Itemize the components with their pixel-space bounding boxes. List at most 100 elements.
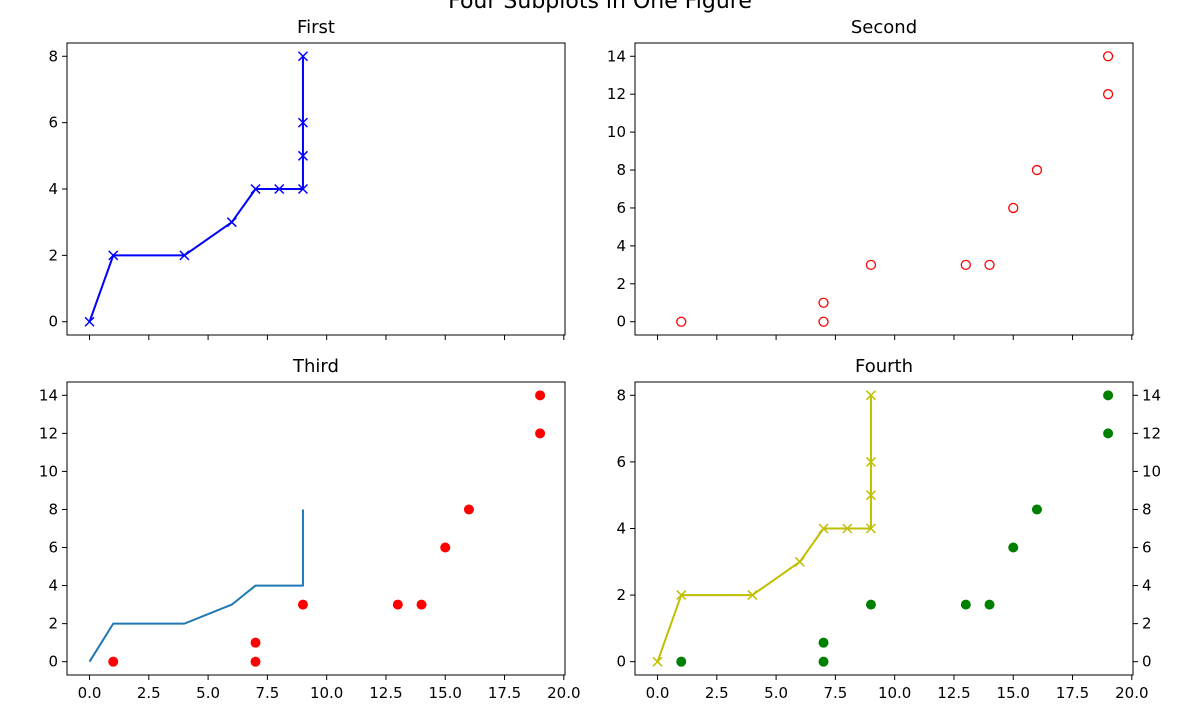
data-point (392, 599, 403, 610)
data-point-x-marker (179, 250, 190, 261)
x-tick-label: 12.5 (369, 684, 402, 702)
data-point-x-marker (676, 590, 687, 601)
data-point (818, 656, 829, 667)
y-tick-label: 4 (48, 577, 58, 595)
y-tick-label: 14 (39, 386, 58, 404)
y-tick-label: 8 (48, 500, 58, 518)
series-line (88, 56, 304, 323)
data-point-x-marker (865, 523, 876, 534)
data-point-x-marker (84, 316, 95, 327)
y2-tick-label: 6 (1142, 539, 1152, 557)
y2-tick-label: 10 (1142, 462, 1161, 480)
x-tick-label: 7.5 (823, 684, 847, 702)
y2-tick-label: 2 (1142, 615, 1152, 633)
y2-tick-label: 14 (1142, 386, 1161, 404)
y-tick-label: 0 (48, 653, 58, 671)
subplot-third: Third 0.0 2.5 5.0 7.5 10.0 12.5 15.0 17.5 20.0 0 2 4… (39, 356, 581, 702)
panel-title: Third (292, 356, 339, 377)
axes-frame (66, 42, 566, 336)
panel-title: First (297, 17, 335, 38)
data-point-x-marker (297, 51, 308, 62)
y2-tick-label: 4 (1142, 577, 1152, 595)
data-point (960, 599, 971, 610)
data-point-x-marker (226, 217, 237, 228)
data-point (535, 390, 546, 401)
x-tick-label: 20.0 (547, 684, 580, 702)
data-point-x-marker (747, 590, 758, 601)
y-tick-label: 2 (48, 615, 58, 633)
y-tick-label: 6 (48, 539, 58, 557)
data-point (297, 599, 308, 610)
y-tick-label: 12 (39, 424, 58, 442)
panel-title: Fourth (855, 356, 913, 377)
x-tick-label: 5.0 (764, 684, 788, 702)
y-tick-label: 14 (607, 47, 626, 65)
x-tick-label: 15.0 (997, 684, 1030, 702)
y-tick-label: 6 (616, 199, 626, 217)
y2-tick-label: 0 (1142, 653, 1152, 671)
axes-frame (634, 381, 1134, 676)
data-point-x-marker (652, 656, 663, 667)
data-point (984, 259, 995, 270)
data-point (1008, 542, 1019, 553)
data-point-x-marker (865, 456, 876, 467)
y-tick-label: 2 (616, 275, 626, 293)
data-point-x-marker (794, 556, 805, 567)
data-point-x-marker (108, 250, 119, 261)
data-point (865, 599, 876, 610)
data-point (1102, 51, 1114, 62)
data-point-x-marker (842, 523, 853, 534)
x-tick-label: 7.5 (255, 684, 279, 702)
figure-title: Four Subplots in One Figure (448, 0, 752, 14)
y-tick-label: 0 (616, 313, 626, 331)
data-point (676, 316, 687, 327)
y-tick-label: 8 (48, 47, 58, 65)
y-tick-label: 4 (616, 237, 626, 255)
data-point (1008, 202, 1019, 214)
data-point (1031, 164, 1043, 176)
data-point (676, 656, 687, 667)
subplot-second: Second 0 2 4 6 8 10 12 14 (607, 17, 1134, 340)
y-tick-label: 0 (616, 653, 626, 671)
x-tick-label: 2.5 (705, 684, 729, 702)
data-point (818, 297, 829, 308)
data-point (818, 316, 829, 327)
y-tick-label: 0 (48, 313, 58, 331)
data-point (250, 637, 261, 648)
data-point (108, 656, 119, 667)
data-point (440, 542, 451, 553)
x-tick-label: 10.0 (878, 684, 911, 702)
x-tick-label: 12.5 (937, 684, 970, 702)
y-tick-label: 12 (607, 85, 626, 103)
x-tick-label: 17.5 (1056, 684, 1089, 702)
y-tick-label: 8 (616, 161, 626, 179)
data-point-x-marker (818, 523, 829, 534)
y-tick-label: 2 (616, 586, 626, 604)
data-point (535, 428, 546, 439)
x-tick-label: 10.0 (310, 684, 343, 702)
data-point-x-marker (297, 183, 308, 195)
data-point (1103, 390, 1114, 401)
x-tick-label: 5.0 (196, 684, 220, 702)
panel-title: Second (851, 17, 917, 38)
axes-frame (66, 381, 566, 676)
x-tick-label: 15.0 (429, 684, 462, 702)
x-tick-label: 2.5 (137, 684, 161, 702)
data-point-x-marker (297, 150, 308, 161)
data-point-x-marker (865, 390, 876, 401)
y-tick-label: 10 (607, 123, 626, 141)
data-point (865, 259, 877, 270)
y-tick-label: 4 (616, 520, 626, 538)
y-tick-label: 6 (48, 114, 58, 132)
data-point (416, 599, 427, 610)
axes-frame (634, 42, 1134, 336)
data-point (1103, 428, 1114, 439)
y2-tick-label: 8 (1142, 500, 1152, 518)
series-line (656, 395, 872, 663)
y-tick-label: 8 (616, 386, 626, 404)
y-tick-label: 6 (616, 453, 626, 471)
x-tick-label: 0.0 (78, 684, 102, 702)
data-point (1031, 504, 1042, 515)
subplot-fourth: Fourth 0.0 2.5 5.0 7.5 10.0 12.5 15.0 17.5 20.0 0 2… (616, 356, 1161, 702)
